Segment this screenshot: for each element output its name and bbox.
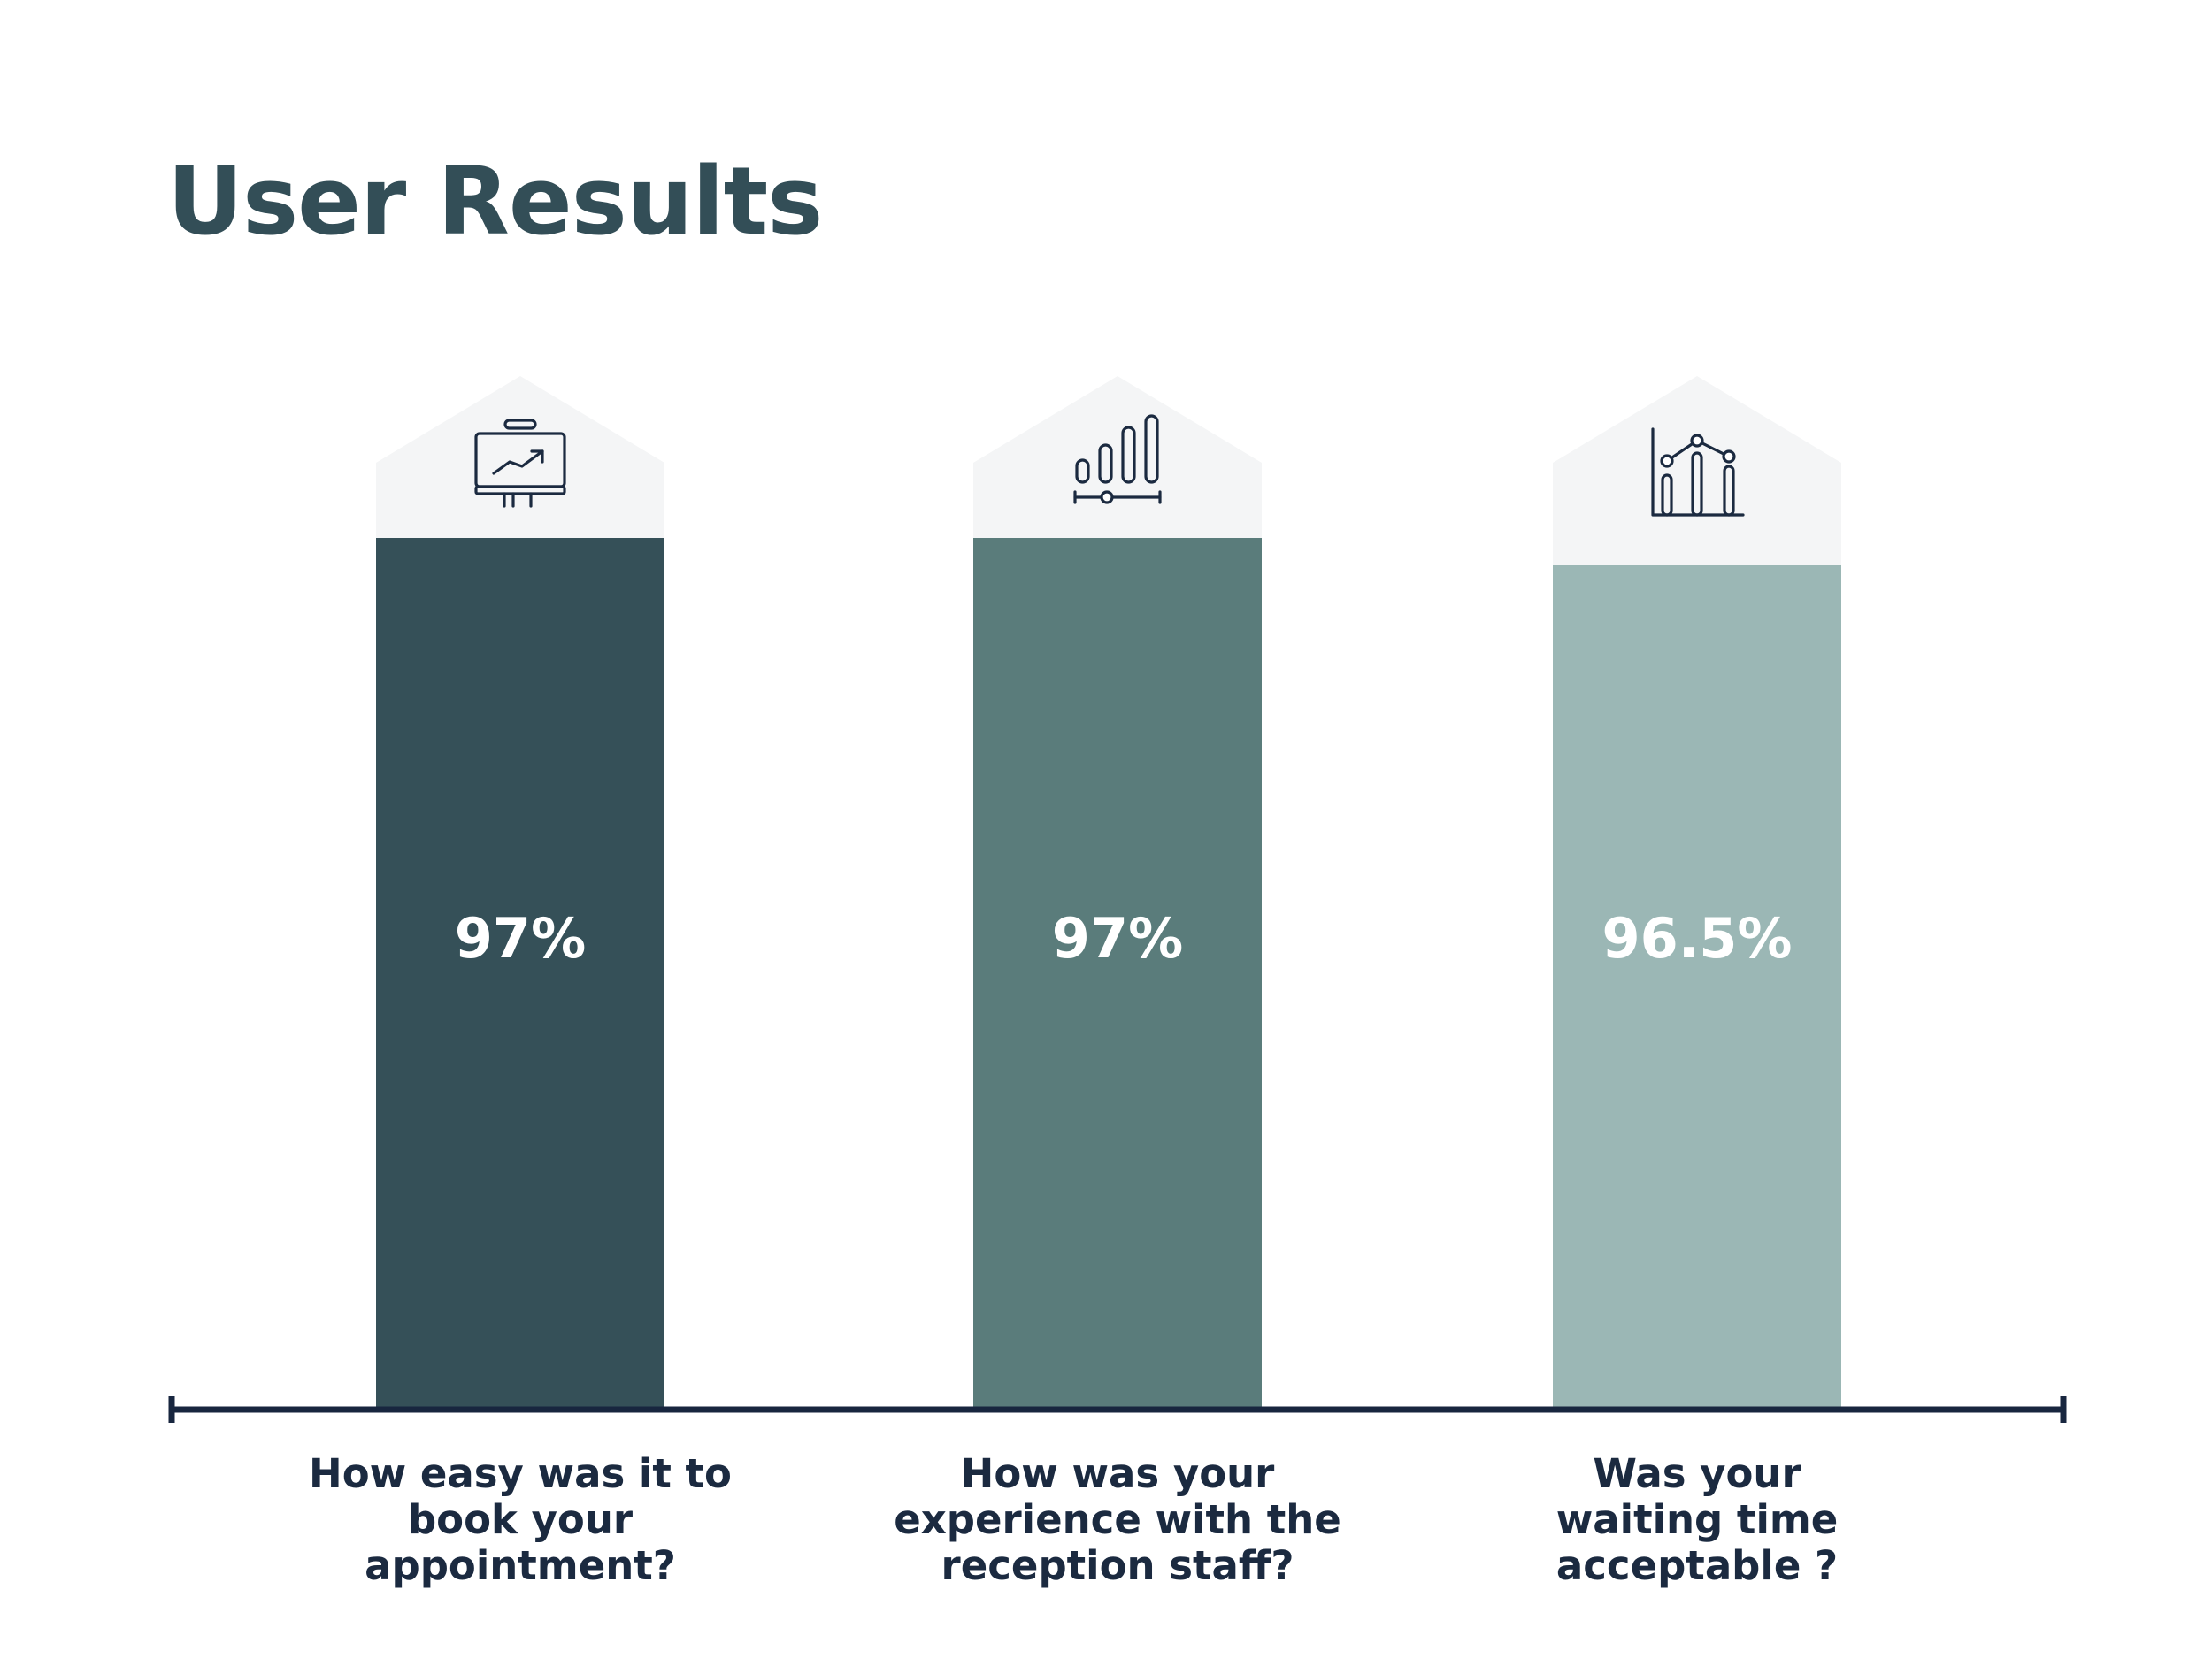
- page-title: User Results: [167, 147, 823, 256]
- category-label-line: book your: [407, 1495, 634, 1543]
- line-bar-chart-icon: [1651, 427, 1745, 517]
- category-label: How was your experience with the reception…: [870, 1451, 1365, 1588]
- bar-group: 96.5%: [1553, 376, 1841, 1409]
- category-label-line: acceptable ?: [1555, 1541, 1839, 1589]
- category-label-line: Was your: [1593, 1450, 1801, 1497]
- presentation-chart-icon: [474, 419, 566, 508]
- category-label-line: How was your: [960, 1450, 1275, 1497]
- bar-cap: [973, 376, 1262, 540]
- bar: [1553, 565, 1841, 1409]
- category-label-line: waiting time: [1555, 1495, 1839, 1543]
- bar: [376, 538, 664, 1409]
- category-label-line: How easy was it to: [309, 1450, 732, 1497]
- bar-levels-icon: [1073, 414, 1162, 504]
- bar-group: 97%: [376, 376, 664, 1409]
- bars-layer: 97% 97% 96.5%: [376, 376, 1841, 1409]
- bar-value-label: 96.5%: [1601, 906, 1792, 971]
- category-label: How easy was it to book your appointment?: [273, 1451, 768, 1588]
- category-label: Was your waiting time acceptable ?: [1449, 1451, 1945, 1588]
- bar-cap: [376, 376, 664, 540]
- category-label-line: reception staff?: [941, 1541, 1294, 1589]
- x-axis: [168, 1396, 2067, 1423]
- bar-cap: [1553, 376, 1841, 567]
- bar-value-label: 97%: [1052, 906, 1183, 971]
- bar: [973, 538, 1262, 1409]
- category-label-line: appointment?: [365, 1541, 676, 1589]
- bar-group: 97%: [973, 376, 1262, 1409]
- category-label-line: experience with the: [894, 1495, 1341, 1543]
- bar-value-label: 97%: [455, 906, 586, 971]
